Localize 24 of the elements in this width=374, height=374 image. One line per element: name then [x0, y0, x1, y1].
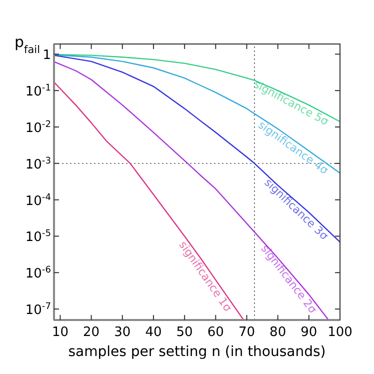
y-tick-label: 1: [42, 48, 51, 64]
y-tick-label: 10$^{-7}$: [25, 302, 52, 318]
y-tick-label: 10$^{-5}$: [25, 229, 51, 246]
y-tick-label: 10$^{-4}$: [25, 192, 52, 209]
x-tick-label: 100: [328, 325, 352, 340]
y-axis-title: p$_{fail}$: [14, 33, 40, 56]
x-axis-title: samples per setting n (in thousands): [68, 344, 326, 360]
y-tick-label: 10$^{-3}$: [25, 156, 52, 172]
line-series: [54, 61, 330, 320]
y-tick-label: 10$^{-1}$: [25, 84, 51, 100]
x-tick-label: 70: [238, 325, 256, 340]
line-series: [54, 54, 340, 243]
x-tick-label: 30: [114, 325, 131, 340]
x-tick-label: 60: [207, 325, 224, 340]
line-series: [54, 54, 340, 174]
x-tick-label: 50: [176, 325, 193, 340]
line-series: [54, 82, 244, 320]
x-tick-label: 10: [52, 325, 68, 340]
y-tick-label: 10$^{-2}$: [25, 120, 51, 136]
x-tick-label: 40: [145, 325, 162, 340]
y-tick-label: 10$^{-6}$: [25, 266, 52, 282]
x-tick-label: 20: [83, 325, 100, 340]
x-tick-label: 90: [300, 325, 318, 340]
x-tick-label: 80: [270, 325, 286, 340]
